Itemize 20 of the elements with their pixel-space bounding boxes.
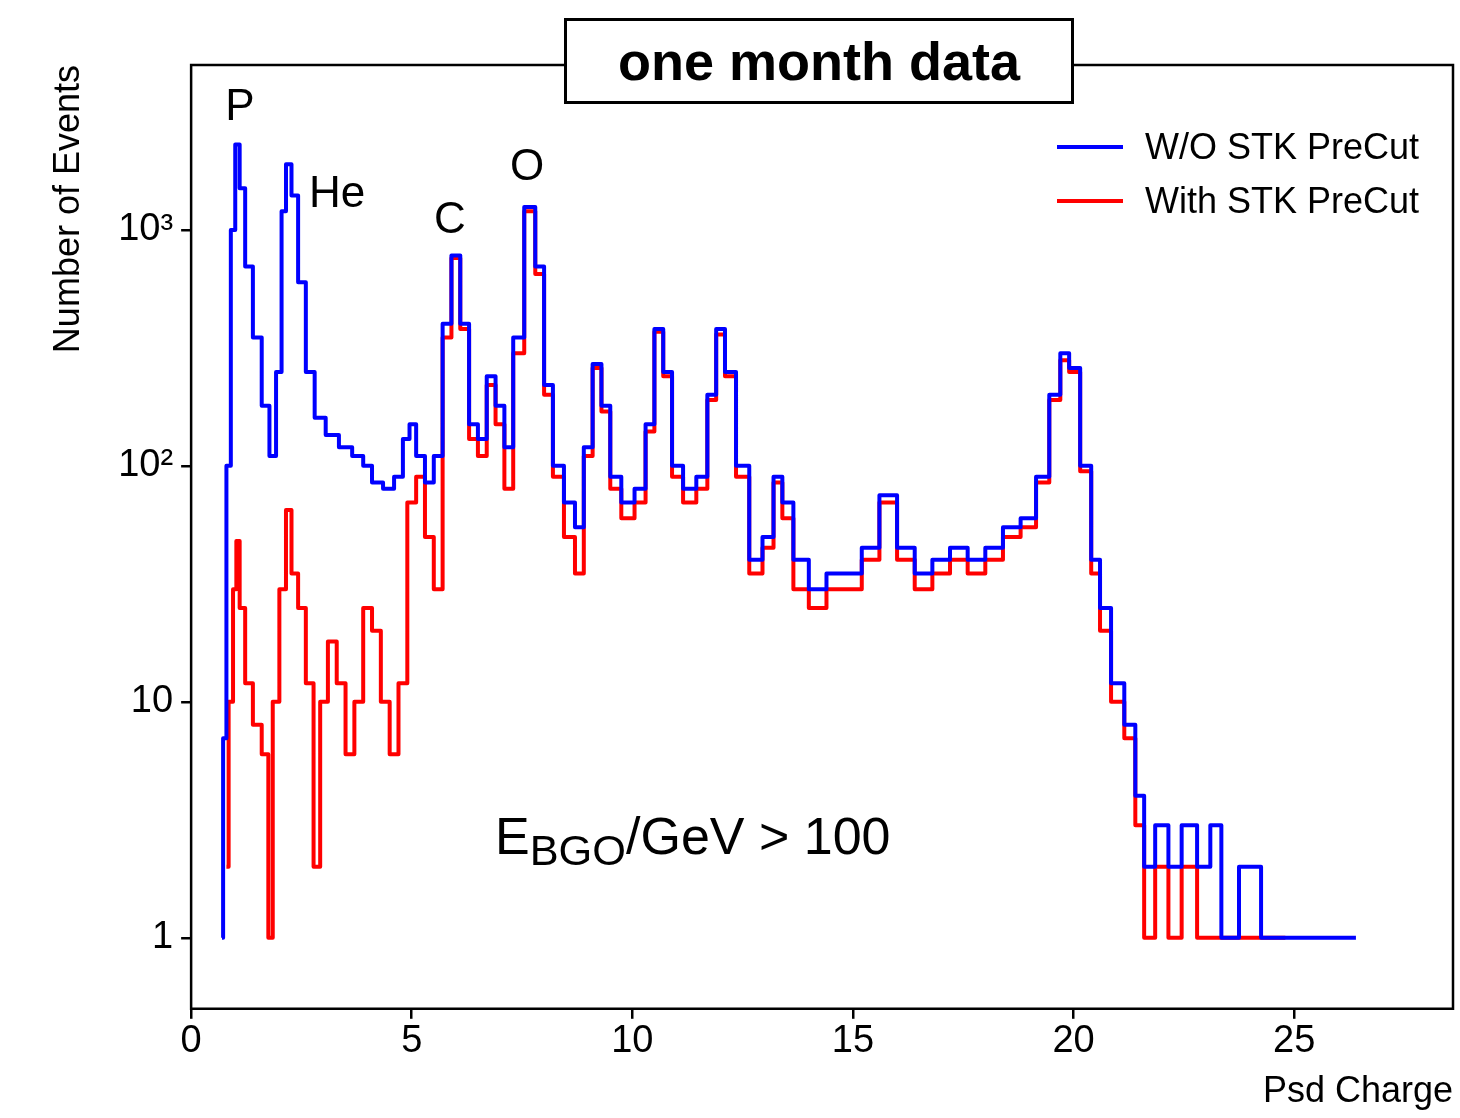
y-axis-title: Number of Events — [45, 65, 87, 354]
annotation: E$_{BGO}$/GeV > 100 — [495, 806, 891, 876]
y-tick-label: 10³ — [118, 206, 174, 249]
y-tick-label: 10 — [130, 678, 174, 721]
x-tick-label: 20 — [1052, 1018, 1095, 1061]
legend-label: W/O STK PreCut — [1144, 126, 1419, 168]
annotation: He — [308, 167, 366, 217]
x-tick-label: 5 — [401, 1018, 423, 1061]
x-tick-label: 25 — [1273, 1018, 1316, 1061]
y-tick-label: 1 — [151, 914, 174, 957]
x-tick-label: 15 — [831, 1018, 875, 1061]
annotation: C — [434, 193, 466, 243]
y-tick-label: 10² — [118, 442, 174, 485]
legend-label: With STK PreCut — [1144, 180, 1419, 222]
x-tick-label: 10 — [611, 1018, 654, 1061]
x-tick-label: 0 — [180, 1018, 202, 1061]
annotation: O — [509, 140, 545, 190]
x-axis-title: Psd Charge — [1262, 1069, 1453, 1111]
annotation: P — [225, 80, 255, 130]
chart-title: one month data — [564, 18, 1074, 104]
